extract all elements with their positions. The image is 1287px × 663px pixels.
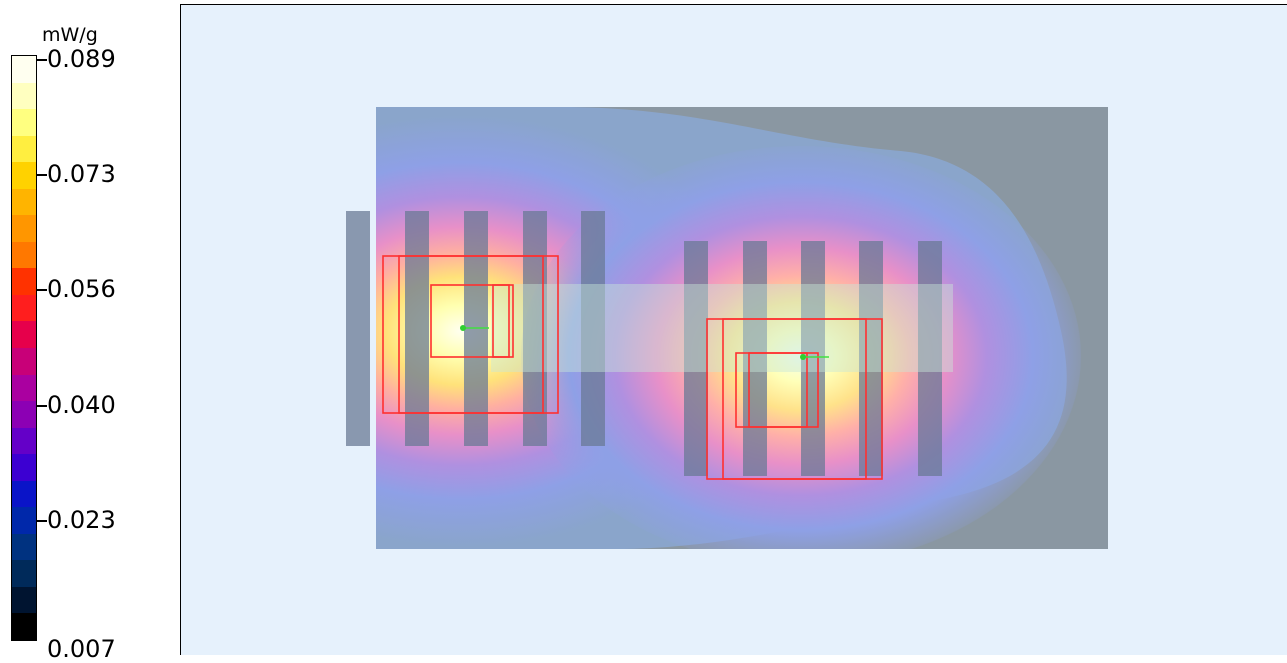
colorbar-unit-label: mW/g [42,24,98,46]
colorbar [11,55,37,641]
colorbar-tick-label: 0.056 [47,275,116,304]
colorbar-segment [12,215,36,242]
colorbar-tick [37,59,47,61]
colorbar-segment [12,268,36,295]
colorbar-segment [12,560,36,587]
colorbar-segment [12,162,36,189]
colorbar-segment [12,480,36,508]
peak-point-left [460,325,466,331]
colorbar-segment [12,613,36,641]
colorbar-segment [12,135,36,163]
colorbar-segment [12,507,36,534]
colorbar-segment [12,321,36,349]
colorbar-segment [12,188,36,216]
colorbar-segment [12,427,36,455]
peak-point-right [800,354,806,360]
peak-markers [460,325,829,360]
cube-small-left-inner [492,284,510,358]
colorbar-tick [37,404,47,407]
sar-plot-area [180,4,1287,655]
colorbar-tick-label: 0.007 [47,635,116,663]
colorbar-tick-label: 0.040 [47,390,116,419]
colorbar-segment [12,109,36,136]
cube-large-right-inner [722,318,867,480]
colorbar-segment [12,454,36,481]
cube-large-left-inner [398,255,544,414]
cube-small-left [430,284,514,358]
antenna-bar [684,241,708,476]
cube-small-right-inner [748,352,808,428]
colorbar-tick-label: 0.023 [47,505,116,534]
antenna-bar [743,241,767,476]
colorbar-tick [37,519,47,522]
sar-distribution-plot [346,107,1108,549]
colorbar-segment [12,348,36,375]
colorbar-legend: mW/g 0.089 0.073 0.056 0.040 0.023 0.007 [0,0,180,661]
colorbar-segment [12,586,36,614]
colorbar-tick [37,289,47,292]
averaging-cubes [382,255,883,480]
antenna-bar [405,211,429,446]
feed-strip [491,284,953,372]
colorbar-segment [12,374,36,402]
colorbar-segment [12,401,36,428]
antenna-bar [918,241,942,476]
antenna-bar [346,211,370,446]
antenna-bar [581,211,605,446]
colorbar-segment [12,294,36,322]
colorbar-segment [12,56,36,83]
colorbar-segment [12,82,36,110]
colorbar-segment [12,241,36,269]
colorbar-tick-label: 0.089 [47,45,116,73]
colorbar-tick-label: 0.073 [47,160,116,189]
colorbar-segment [12,533,36,561]
antenna-bar [859,241,883,476]
colorbar-tick [37,174,47,177]
